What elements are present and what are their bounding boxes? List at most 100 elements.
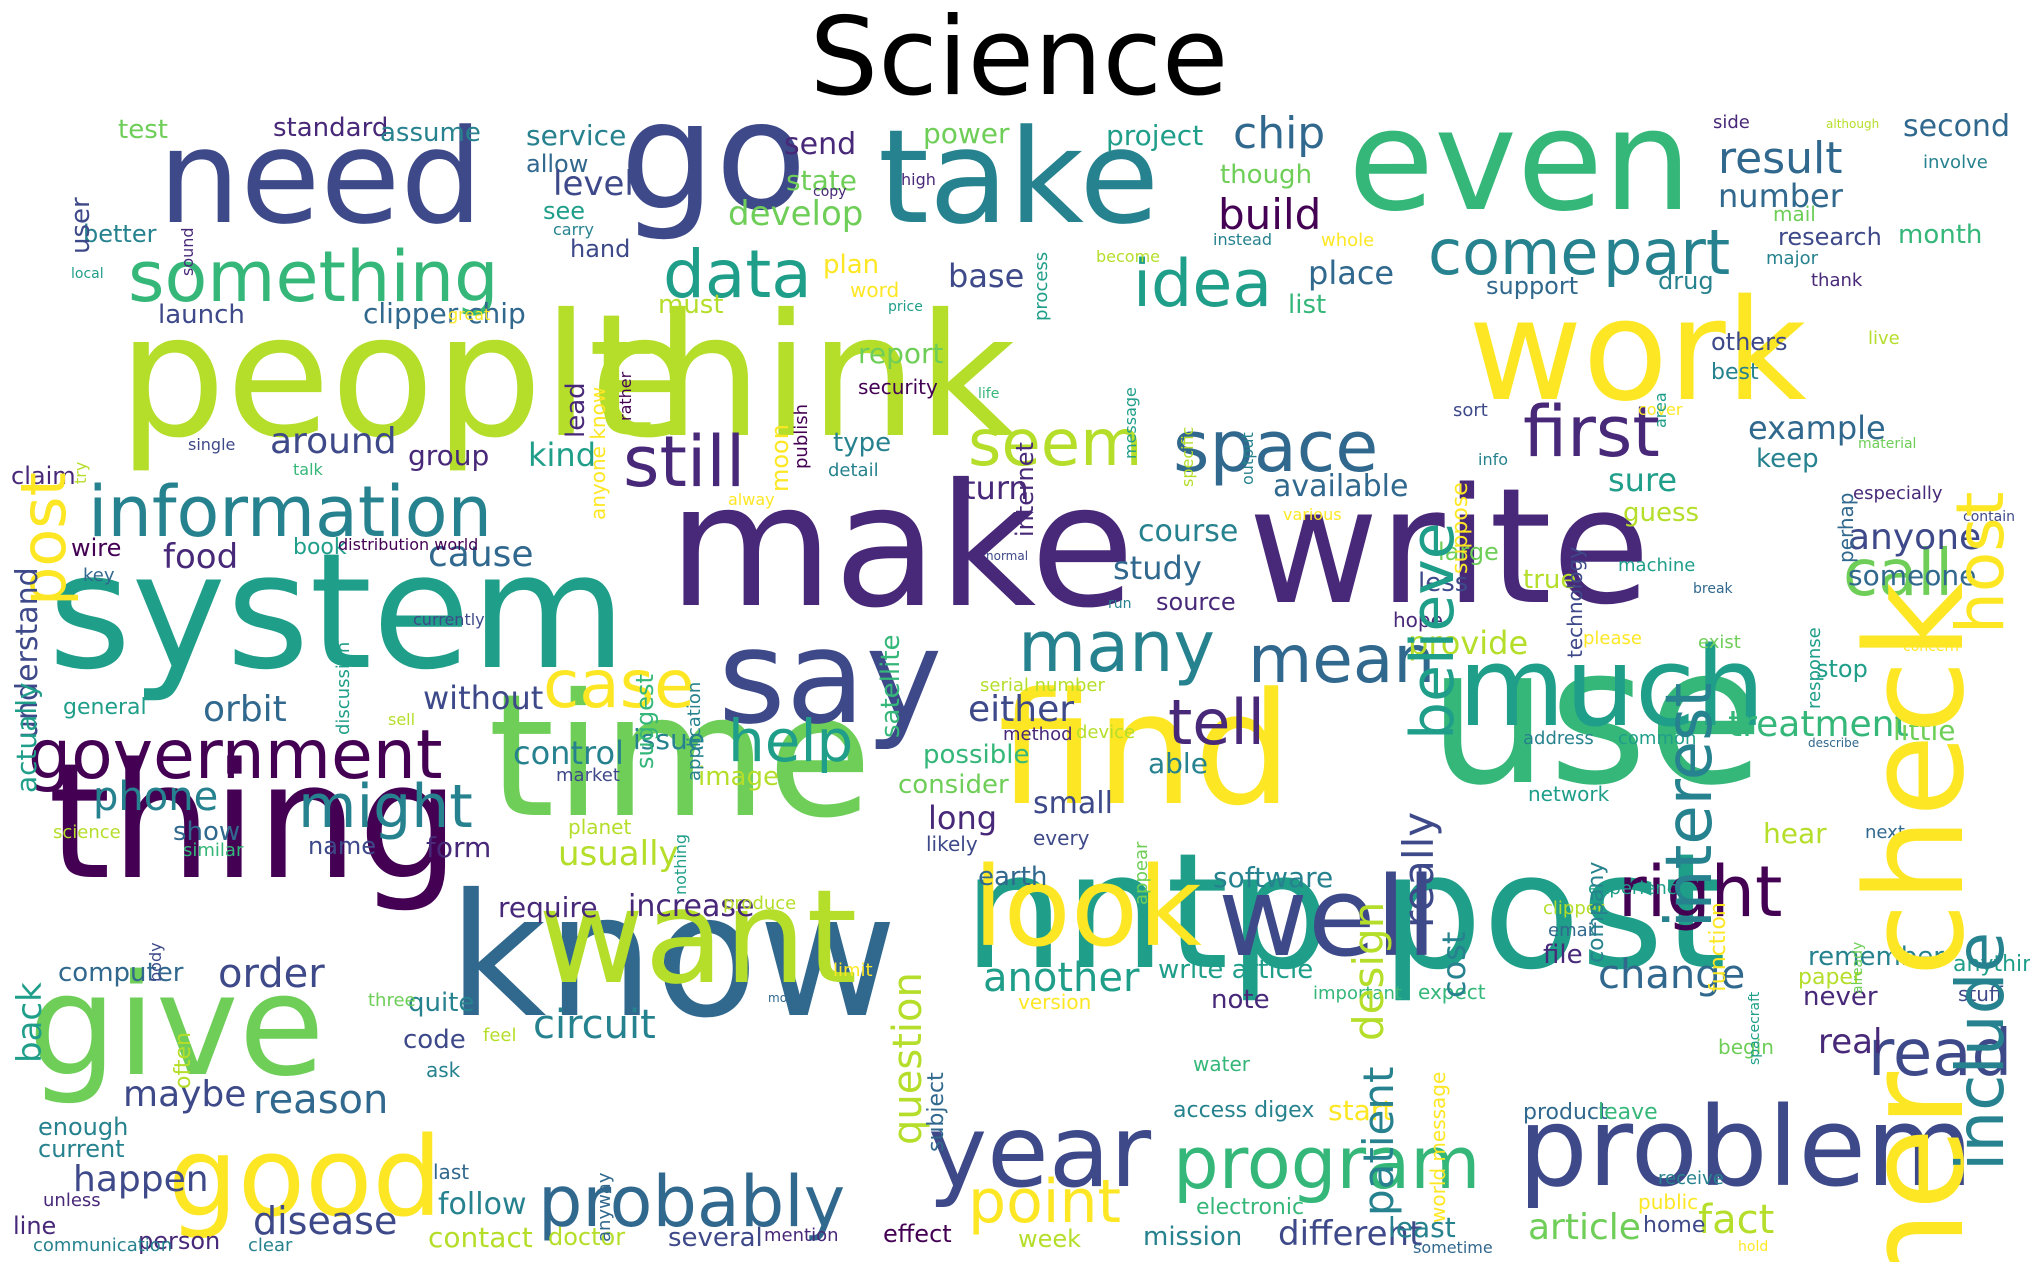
word-major: thank [1811, 270, 1863, 291]
word-year: year [928, 1093, 1152, 1210]
word-live: carry [553, 220, 594, 239]
word-clear: home [1643, 1213, 1706, 1238]
word-best: others [1711, 328, 1788, 356]
word-nntp-post: nntp post [963, 818, 1727, 1005]
word-seem: seem [968, 407, 1143, 481]
word-check: experience [1588, 878, 1688, 899]
word-work: work [1468, 270, 1807, 433]
word-project: power [923, 117, 1010, 150]
word-detail: talk [293, 460, 323, 479]
word-think: think [588, 278, 1016, 476]
word-assume: standard [273, 113, 389, 143]
word-process: moon [766, 424, 794, 492]
word-cost: patient [1354, 1066, 1403, 1216]
word-produce: market [556, 765, 620, 786]
word-second: second [1903, 112, 2010, 144]
word-maybe: code [403, 1025, 466, 1055]
word-device: method [1003, 724, 1073, 745]
word-cover: sort [1453, 400, 1488, 421]
word-number: number [1718, 177, 1843, 215]
word-ask: feel [483, 1025, 517, 1046]
word-anything: real [1818, 1022, 1883, 1062]
word-know: know [448, 858, 898, 1056]
word-distribution-world: key [83, 565, 115, 586]
word-article: least [1388, 1211, 1456, 1244]
word-month: month [1898, 220, 1983, 250]
word-break: exist [1698, 632, 1741, 653]
word-hear: usually [558, 834, 679, 874]
word-come: come [1428, 216, 1599, 289]
word-normal: contain [1963, 509, 2015, 525]
word-contain: especially [1853, 483, 1943, 504]
word-person: line [13, 1212, 57, 1240]
word-even: even [1348, 112, 1692, 243]
word-circuit: quite [408, 988, 475, 1018]
word-although: side [1713, 112, 1750, 133]
word-effect: several [668, 1223, 763, 1253]
word-begin: stuff [1958, 982, 2003, 1006]
word-change: another [983, 955, 1140, 1001]
word-look: look [973, 843, 1202, 971]
word-call: call [1843, 537, 1953, 611]
word-anyone: study [1113, 549, 1202, 587]
word-level: allow [526, 150, 589, 178]
word-please: hope [1393, 608, 1443, 632]
word-single: detail [828, 460, 879, 481]
word-disease: current [38, 1135, 125, 1163]
word-talk: source [1156, 588, 1236, 616]
word-home: public [1638, 1190, 1699, 1214]
word-high: great [448, 305, 491, 324]
word-order: hear [1763, 817, 1827, 850]
word-common: address [1523, 728, 1594, 749]
word-address: device [1076, 722, 1136, 743]
word-local: life [978, 386, 1000, 402]
word-phone: issue [633, 723, 705, 756]
word-current: enough [38, 1113, 129, 1141]
word-key: book [293, 535, 347, 560]
word-back: question [885, 972, 931, 1145]
word-body: anyway [594, 1172, 615, 1243]
word-already: company [1584, 861, 1609, 963]
word-access-digex: fact [1698, 1197, 1775, 1243]
word-contact: person [138, 1227, 221, 1255]
word-another: order [218, 951, 325, 997]
word-question: design [1344, 901, 1393, 1041]
word-exist: please [1583, 628, 1642, 649]
word-build: build [1218, 190, 1322, 239]
word-source: general [63, 695, 147, 720]
word-response: area [1651, 392, 1670, 428]
word-interest: host [1942, 491, 2019, 634]
word-last: water [1193, 1052, 1250, 1076]
word-least: different [1278, 1214, 1423, 1254]
word-product: access digex [1173, 1098, 1315, 1123]
word-write: write [1248, 453, 1651, 640]
word-want: want [538, 861, 858, 1013]
word-week: effect [883, 1220, 952, 1248]
word-group: around [270, 421, 397, 462]
word-message: internet [1011, 442, 1039, 537]
word-someone: anyone [1848, 517, 1982, 558]
word-internet: publish [791, 403, 812, 469]
word-communication: clear [248, 1235, 293, 1256]
word-moon: rather [616, 371, 635, 421]
word-state: send [784, 127, 857, 162]
word-stop: begin [1718, 1035, 1774, 1059]
word-true: stop [1816, 655, 1868, 683]
word-take: take [878, 112, 1160, 253]
word-read: read [1868, 1017, 2013, 1091]
word-sound: actually [10, 682, 43, 793]
word-instead: whole [1321, 230, 1375, 251]
word-data: data [663, 236, 812, 313]
word-often: nothing [671, 833, 690, 895]
word-network: describe [1808, 736, 1860, 750]
word-drug: best [1711, 360, 1759, 385]
word-course: cause [428, 534, 534, 575]
word-output: message [1121, 387, 1140, 459]
word-cause: food [163, 537, 239, 577]
word-especially: material [1858, 436, 1917, 452]
word-good: good [168, 1113, 443, 1241]
word-involve: mail [1773, 202, 1816, 226]
word-suggest: perhap [1834, 492, 1858, 564]
word-report: type [833, 428, 892, 458]
word-great: price [888, 299, 923, 315]
